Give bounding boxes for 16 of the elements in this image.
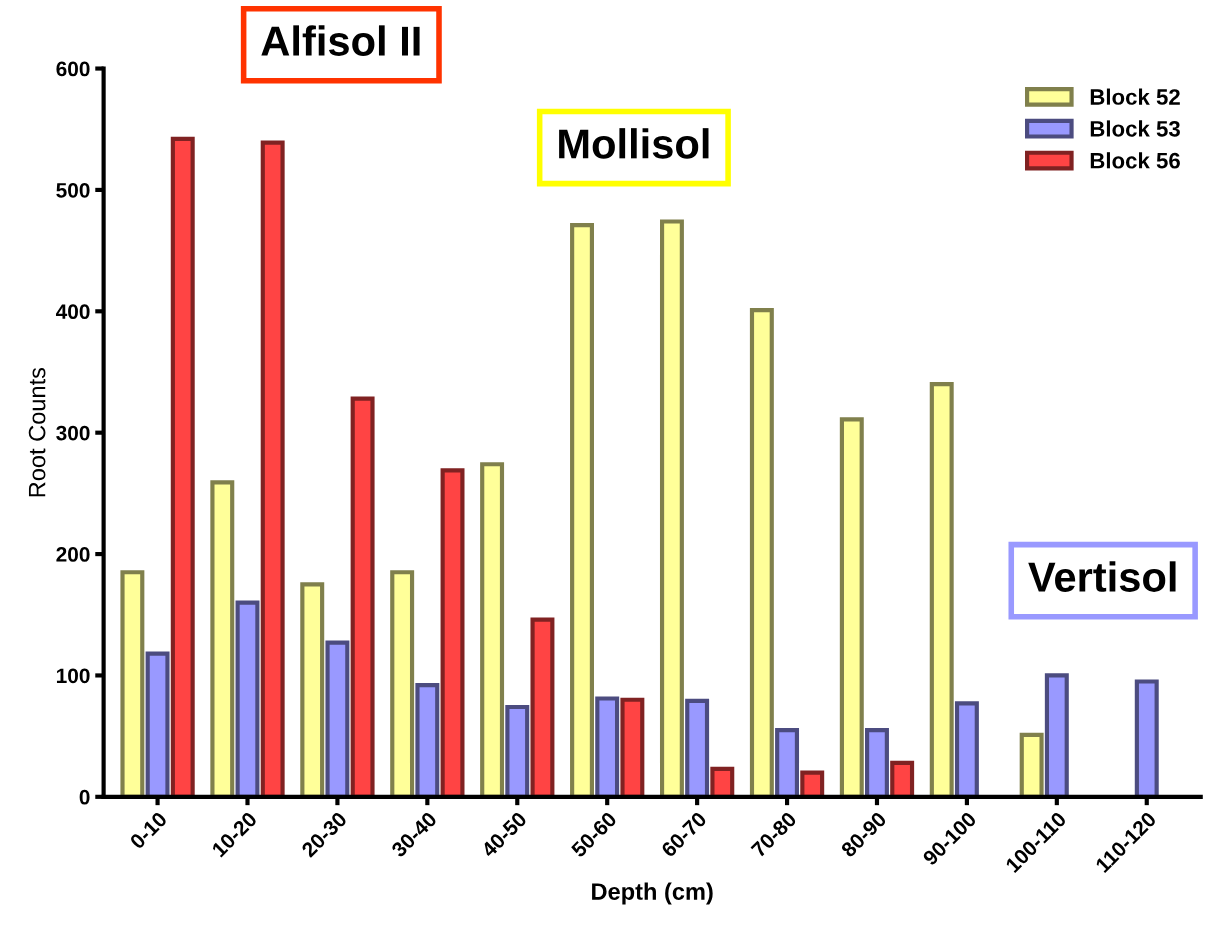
text: Alfisol II (261, 25, 420, 56)
y-tick-label: 600 (56, 61, 90, 77)
legend-label: Block 52 (1090, 88, 1180, 105)
y-axis-title: Root Counts (28, 367, 46, 497)
y-tick-label: 400 (55, 304, 90, 320)
annotation: Mollisol (559, 128, 709, 159)
legend-label: Block 56 (1090, 152, 1180, 169)
legend-label: Block 53 (1090, 120, 1180, 137)
x-axis-title: Depth (cm) (592, 882, 713, 905)
y-tick-label: 0 (79, 789, 90, 805)
annotation: Vertisol (1028, 561, 1176, 592)
y-tick-label: 300 (56, 425, 90, 441)
y-tick-label: 500 (56, 182, 90, 198)
y-tick-label: 200 (56, 547, 90, 562)
y-tick-label: 100 (56, 668, 90, 684)
x-tick-label: 0-10 (129, 811, 168, 850)
